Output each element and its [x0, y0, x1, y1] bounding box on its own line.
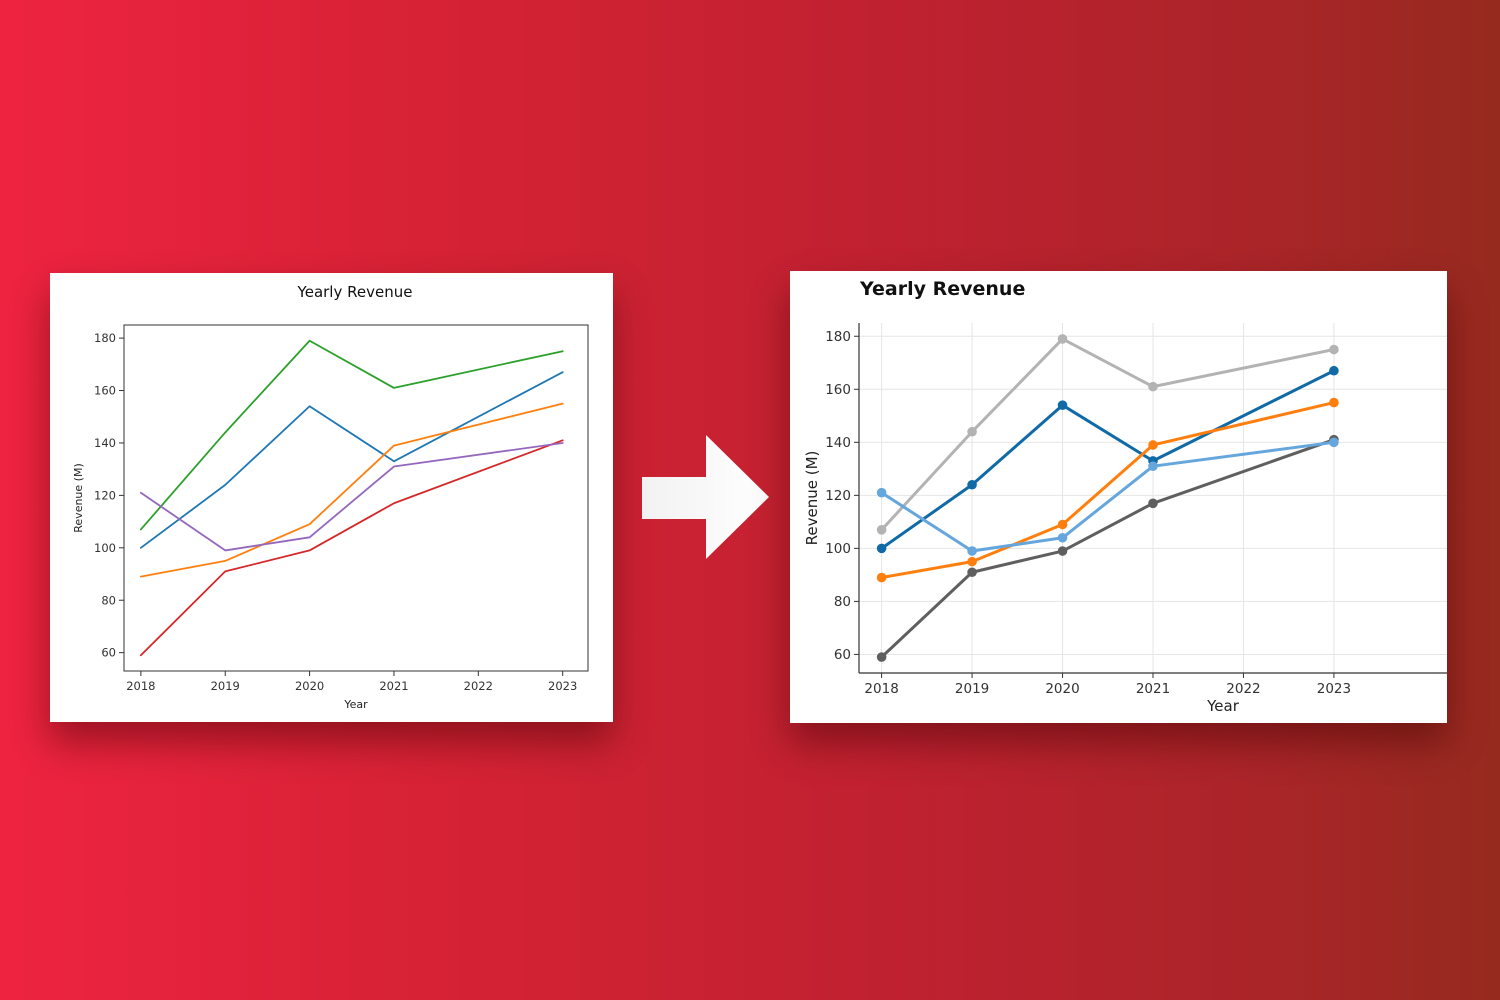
right-x-axis-label: Year	[1206, 697, 1240, 715]
right-series-line-2	[880, 401, 1336, 580]
right-series-line-5	[880, 440, 1336, 553]
right-x-tick-label: 2020	[1045, 681, 1079, 697]
right-y-tick-label: 120	[825, 488, 851, 504]
right-series-1-point	[1329, 365, 1339, 376]
left-y-tick-label: 140	[94, 436, 116, 450]
after-chart-panel: 2018 2019 2020 2021 2022 2023 60 80 100 120 140 160…	[790, 271, 1447, 723]
left-y-tick-label: 160	[94, 384, 116, 398]
right-series-4-point	[1148, 498, 1158, 509]
right-series-3-point	[1057, 334, 1068, 344]
right-series-2-point	[1148, 440, 1158, 450]
right-series-4-point	[1057, 546, 1068, 556]
right-series-3-point	[876, 525, 887, 535]
right-series-3-point	[1148, 381, 1158, 392]
right-series-4-point	[876, 652, 887, 662]
right-x-tick-label: 2021	[1136, 681, 1170, 697]
right-series-2-point	[876, 572, 887, 583]
right-series-1-point	[876, 543, 887, 554]
left-series-line-5	[139, 442, 564, 552]
right-x-tick-label: 2018	[864, 681, 898, 697]
left-x-tick-label: 2023	[548, 679, 577, 693]
left-x-tick-label: 2022	[464, 679, 493, 693]
left-series-line-2	[139, 402, 564, 578]
after-chart: 2018 2019 2020 2021 2022 2023 60 80 100 120 140 160…	[803, 278, 1447, 715]
right-series-5-point	[1057, 532, 1068, 543]
before-chart: 2018 2019 2020 2021 2022 2023 60 80 100 120 140 160…	[72, 283, 589, 711]
left-series-line-1	[139, 371, 564, 549]
left-plot-frame	[123, 324, 589, 672]
left-series-line-3	[139, 339, 564, 531]
right-series-5-point	[876, 487, 887, 498]
left-y-tick-label: 60	[101, 646, 116, 660]
right-series-1-point	[967, 479, 977, 490]
left-y-tick-label: 100	[94, 541, 116, 555]
left-y-tick-label: 120	[94, 488, 116, 502]
left-x-tick-label: 2018	[126, 679, 155, 693]
left-series-line-4	[139, 439, 564, 657]
left-x-tick-label: 2019	[211, 679, 240, 693]
before-chart-panel: 2018 2019 2020 2021 2022 2023 60 80 100 120 140 160…	[50, 273, 613, 722]
right-series-2-point	[967, 556, 977, 567]
right-x-tick-label: 2023	[1317, 681, 1351, 697]
right-series-line-1	[880, 369, 1336, 550]
right-series-2-point	[1329, 397, 1339, 408]
right-series-2-point	[1057, 519, 1068, 530]
right-x-tick-label: 2022	[1226, 681, 1260, 697]
right-y-tick-label: 100	[825, 541, 851, 557]
right-y-tick-label: 60	[834, 647, 851, 663]
right-chart-title: Yearly Revenue	[859, 278, 1025, 300]
right-series-5-point	[1148, 461, 1158, 471]
left-y-tick-label: 180	[94, 331, 116, 345]
right-x-tick-label: 2019	[955, 681, 989, 697]
right-series-5-point	[1329, 437, 1339, 448]
right-y-tick-label: 80	[834, 594, 851, 610]
right-series-4-point	[967, 567, 977, 578]
left-x-axis-label: Year	[343, 698, 368, 711]
right-y-tick-label: 160	[825, 382, 851, 398]
left-y-tick-label: 80	[101, 593, 116, 607]
right-y-tick-label: 140	[825, 435, 851, 451]
left-chart-title: Yearly Revenue	[297, 283, 413, 301]
right-series-3-point	[967, 426, 977, 437]
right-series-5-point	[967, 546, 977, 556]
right-y-axis-label: Revenue (M)	[803, 451, 821, 546]
left-x-tick-label: 2021	[379, 679, 408, 693]
right-series-3-point	[1329, 344, 1339, 355]
left-y-axis-label: Revenue (M)	[72, 463, 85, 532]
right-y-tick-label: 180	[825, 329, 851, 345]
right-series-1-point	[1057, 400, 1068, 410]
left-x-tick-label: 2020	[295, 679, 324, 693]
right-arrow-icon	[642, 435, 769, 559]
